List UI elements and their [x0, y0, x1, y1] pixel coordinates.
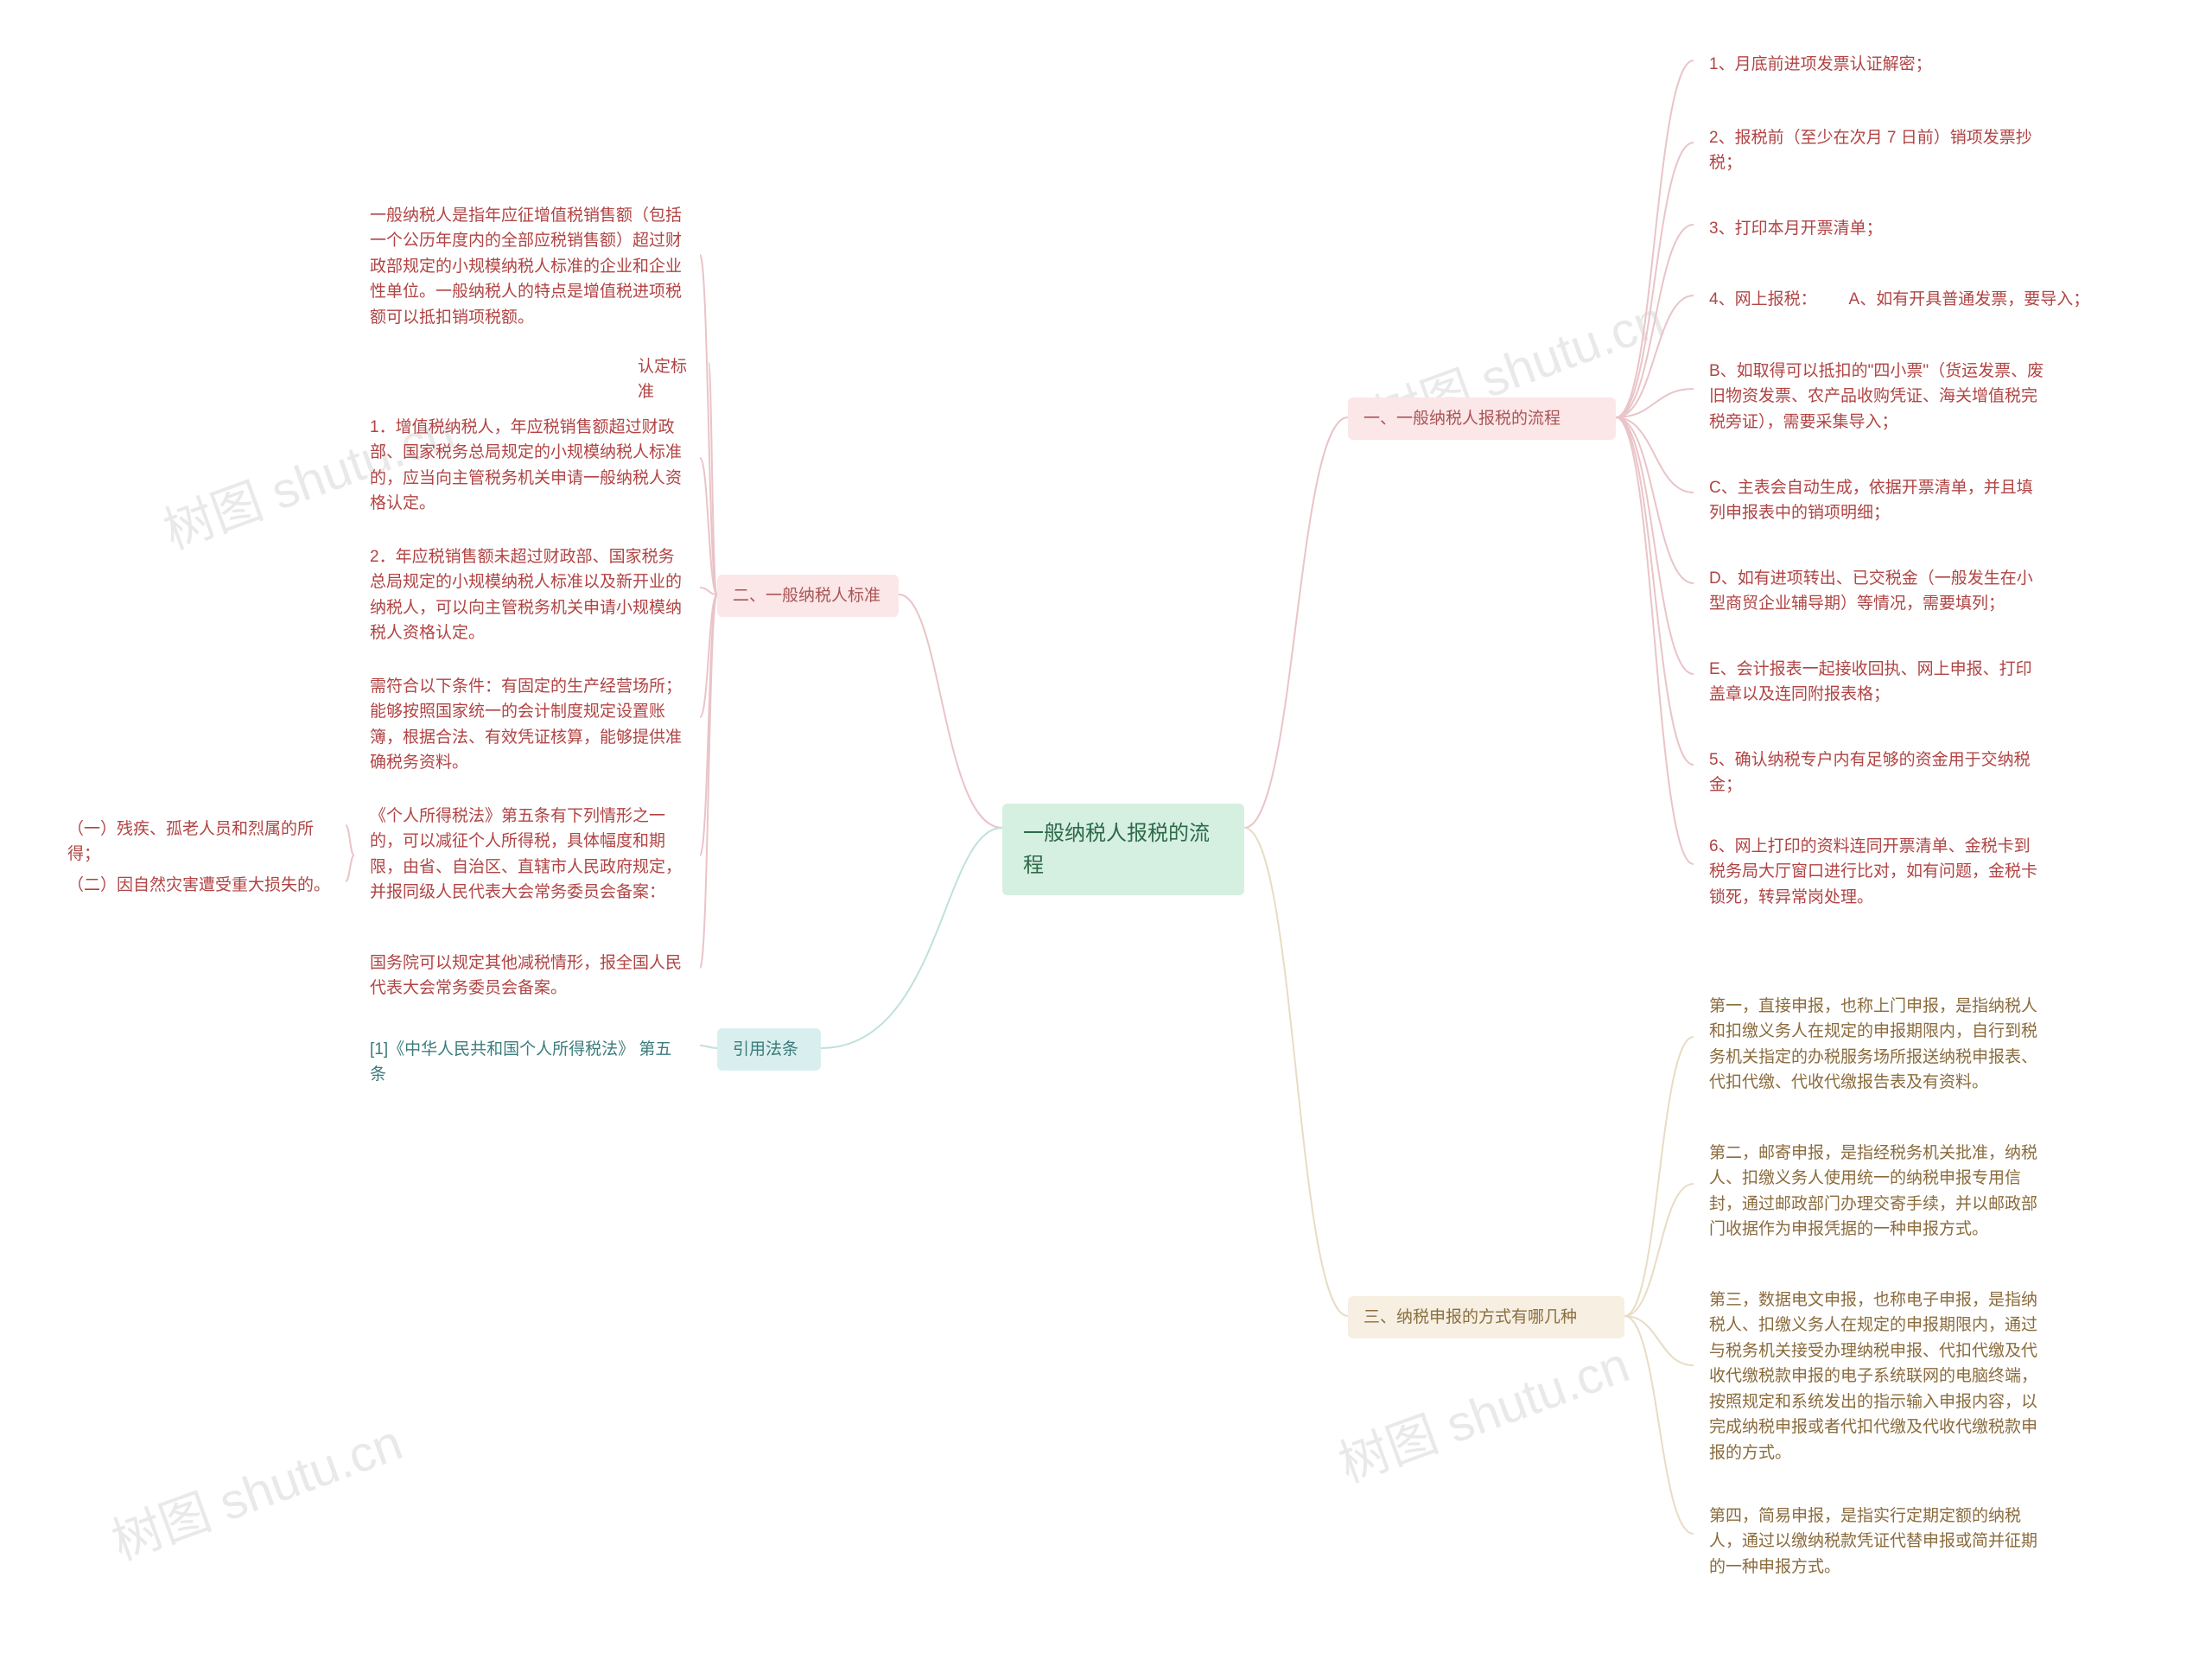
b1-leaf: 4、网上报税： A、如有开具普通发票，要导入；: [1694, 278, 2143, 321]
b1-leaf: 5、确认纳税专户内有足够的资金用于交纳税金；: [1694, 739, 2056, 807]
b3-leaf: 第二，邮寄申报，是指经税务机关批准，纳税人、扣缴义务人使用统一的纳税申报专用信封…: [1694, 1132, 2065, 1251]
watermark: 树图 shutu.cn: [1327, 1324, 1637, 1496]
b1-leaf: B、如取得可以抵扣的"四小票"（货运发票、废旧物资发票、农产品收购凭证、海关增值…: [1694, 350, 2065, 443]
b1-leaf: 1、月底前进项发票认证解密；: [1694, 43, 2005, 86]
b2-leaf: 1．增值税纳税人，年应税销售额超过财政部、国家税务总局规定的小规模纳税人标准的，…: [354, 406, 700, 525]
branch-1[interactable]: 一、一般纳税人报税的流程: [1348, 397, 1616, 440]
b1-leaf: E、会计报表一起接收回执、网上申报、打印盖章以及连同附报表格；: [1694, 648, 2056, 716]
b1-leaf: 3、打印本月开票清单；: [1694, 207, 1953, 250]
b2-leaf: 国务院可以规定其他减税情形，报全国人民代表大会常务委员会备案。: [354, 942, 700, 1010]
root-node[interactable]: 一般纳税人报税的流程: [1002, 804, 1244, 895]
b3-leaf: 第一，直接申报，也称上门申报，是指纳税人和扣缴义务人在规定的申报期限内，自行到税…: [1694, 985, 2065, 1104]
branch-2[interactable]: 二、一般纳税人标准: [717, 575, 899, 617]
b1-leaf: D、如有进项转出、已交税金（一般发生在小型商贸企业辅导期）等情况，需要填列；: [1694, 557, 2056, 626]
b2-leaf: 2．年应税销售额未超过财政部、国家税务总局规定的小规模纳税人标准以及新开业的纳税…: [354, 536, 700, 655]
b1-leaf: 6、网上打印的资料连同开票清单、金税卡到税务局大厅窗口进行比对，如有问题，金税卡…: [1694, 825, 2056, 919]
b4-leaf: [1]《中华人民共和国个人所得税法》 第五条: [354, 1028, 700, 1097]
watermark: 树图 shutu.cn: [100, 1402, 410, 1574]
b2-leaf: 认定标准: [622, 346, 709, 414]
b2-leaf: 一般纳税人是指年应征增值税销售额（包括一个公历年度内的全部应税销售额）超过财政部…: [354, 194, 700, 339]
b3-leaf: 第三，数据电文申报，也称电子申报，是指纳税人、扣缴义务人在规定的申报期限内，通过…: [1694, 1279, 2065, 1474]
b2-leaf: 需符合以下条件：有固定的生产经营场所；能够按照国家统一的会计制度规定设置账簿，根…: [354, 665, 700, 785]
b2-leaf: 《个人所得税法》第五条有下列情形之一的，可以减征个人所得税，具体幅度和期限，由省…: [354, 795, 700, 914]
branch-3[interactable]: 三、纳税申报的方式有哪几种: [1348, 1296, 1624, 1338]
b1-leaf: C、主表会自动生成，依据开票清单，并且填列申报表中的销项明细；: [1694, 467, 2056, 535]
b3-leaf: 第四，简易申报，是指实行定期定额的纳税人，通过以缴纳税款凭证代替申报或简并征期的…: [1694, 1495, 2065, 1588]
b2-grandchild: （二）因自然灾害遭受重大损失的。: [52, 864, 346, 906]
branch-4[interactable]: 引用法条: [717, 1028, 821, 1071]
b1-leaf: 2、报税前（至少在次月 7 日前）销项发票抄税；: [1694, 117, 2056, 185]
